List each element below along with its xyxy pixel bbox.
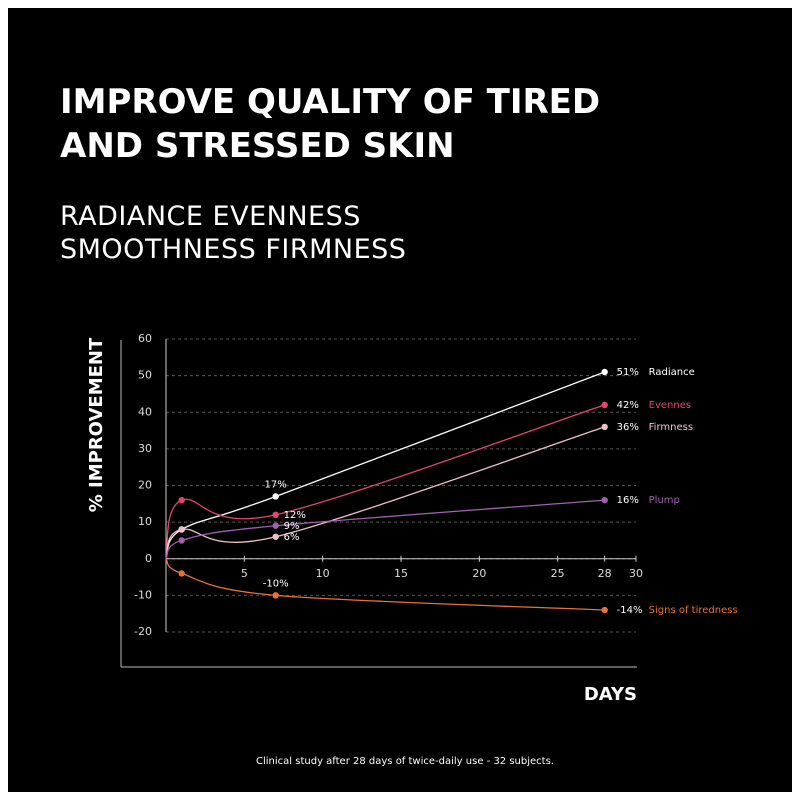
x-tick-label: 28 (598, 567, 612, 580)
data-point (178, 526, 185, 533)
y-tick-label: 40 (138, 405, 152, 418)
y-tick-label: 10 (138, 515, 152, 528)
x-tick-label: 20 (472, 567, 486, 580)
data-point (272, 592, 279, 599)
legend-label: Evennes (649, 400, 691, 411)
y-tick-label: 0 (145, 552, 152, 565)
y-axis-label: % IMPROVEMENT (86, 337, 107, 512)
data-point (178, 537, 185, 544)
data-point (601, 496, 608, 504)
data-point (272, 533, 279, 540)
x-tick-label: 10 (316, 567, 330, 580)
background (8, 8, 792, 792)
legend-label: Plump (649, 495, 680, 506)
data-label: 16% (617, 495, 639, 506)
title-line: IMPROVE QUALITY OF TIRED (60, 82, 600, 122)
data-label: 6% (284, 532, 300, 543)
legend-label: Radiance (649, 367, 695, 378)
subtitle-line: RADIANCE EVENNESS (60, 201, 361, 232)
legend-label: Signs of tiredness (649, 605, 738, 616)
data-point (178, 496, 185, 504)
footnote: Clinical study after 28 days of twice-da… (256, 756, 554, 767)
data-label: 36% (617, 422, 639, 433)
data-label: 12% (284, 510, 306, 521)
y-tick-label: 60 (138, 332, 152, 345)
data-label: -14% (617, 605, 643, 616)
title-line: AND STRESSED SKIN (60, 126, 455, 166)
data-label: 9% (284, 521, 300, 532)
y-tick-label: -20 (134, 625, 152, 638)
data-point (601, 368, 608, 376)
data-point (178, 570, 185, 577)
x-axis-label: DAYS (584, 684, 637, 705)
data-point (601, 423, 608, 431)
x-tick-label: 30 (629, 567, 643, 580)
y-tick-label: 50 (138, 369, 152, 382)
y-tick-label: 30 (138, 442, 152, 455)
x-tick-label: 25 (551, 567, 565, 580)
series-line (165, 404, 605, 559)
data-point (272, 511, 279, 518)
data-point (272, 522, 279, 529)
data-point (601, 401, 608, 409)
data-point (601, 606, 608, 614)
data-point (272, 493, 279, 500)
data-label: 42% (617, 400, 639, 411)
y-tick-label: 20 (138, 479, 152, 492)
data-label: 51% (617, 367, 639, 378)
y-tick-label: -10 (134, 588, 152, 601)
data-label: 17% (265, 479, 287, 490)
x-tick-label: 5 (241, 567, 248, 580)
legend-label: Firmness (649, 422, 693, 433)
subtitle-line: SMOOTHNESS FIRMNESS (60, 234, 406, 265)
x-tick-label: 15 (394, 567, 408, 580)
data-label: -10% (263, 578, 289, 589)
